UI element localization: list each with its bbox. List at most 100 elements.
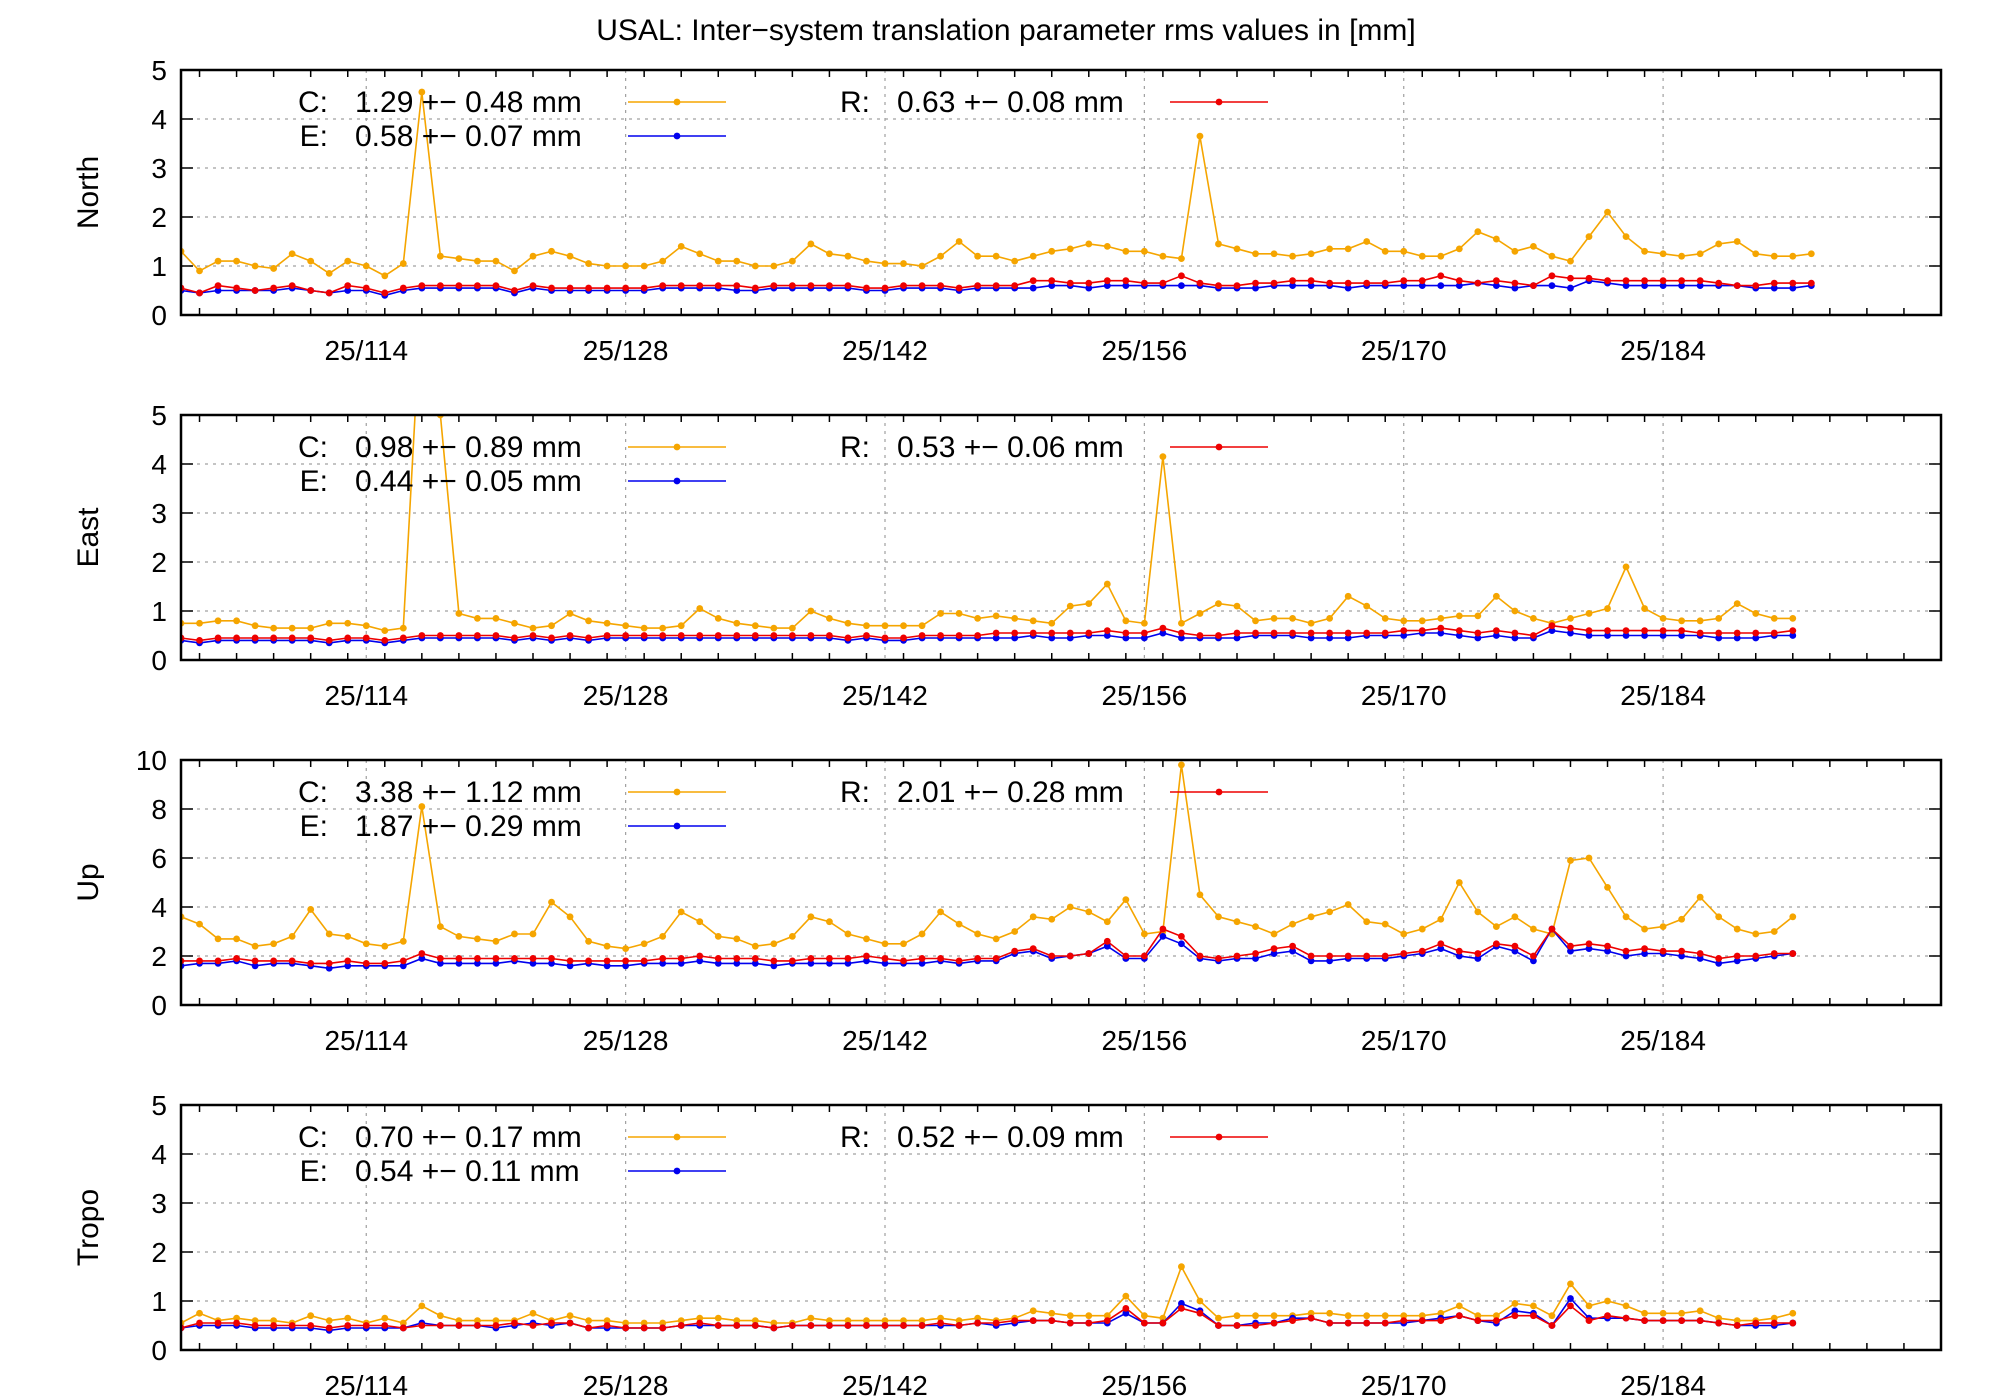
legend-value-E: 0.54 +− 0.11 mm (355, 1155, 580, 1188)
data-point-C (1474, 908, 1482, 916)
data-point-R (1437, 1317, 1445, 1324)
y-tick-label: 5 (151, 400, 167, 431)
data-point-C (1011, 928, 1019, 935)
data-point-C (1789, 1309, 1797, 1317)
data-point-R (1307, 1314, 1315, 1322)
data-point-R (1289, 277, 1296, 285)
y-tick-label: 1 (151, 1286, 167, 1317)
data-point-R (455, 955, 463, 962)
data-point-R (1715, 629, 1723, 637)
data-point-R (492, 282, 500, 289)
data-point-C (863, 622, 870, 630)
data-point-R (1344, 1319, 1352, 1327)
data-point-R (529, 1322, 537, 1329)
data-point-C (1455, 879, 1463, 886)
legend-marker-R (1215, 98, 1223, 106)
y-tick-label: 1 (151, 251, 167, 282)
legend-label-C: C: (298, 776, 328, 809)
data-point-C (1344, 245, 1352, 253)
data-point-C (344, 933, 352, 940)
data-point-C (436, 1312, 444, 1320)
data-point-R (1011, 282, 1019, 289)
data-point-C (1159, 453, 1167, 461)
data-point-E (1270, 950, 1278, 957)
data-point-C (955, 238, 963, 245)
data-point-C (1029, 1307, 1037, 1315)
data-point-C (1548, 1312, 1556, 1320)
data-point-C (659, 1319, 667, 1327)
data-point-R (714, 1322, 722, 1329)
data-point-R (196, 957, 203, 965)
data-point-R (381, 637, 389, 644)
data-point-E (1604, 947, 1611, 955)
data-point-R (1604, 277, 1611, 285)
data-point-R (622, 1324, 630, 1332)
data-point-R (1548, 622, 1556, 630)
data-point-C (1307, 250, 1315, 258)
data-point-E (251, 962, 259, 970)
data-point-R (1400, 627, 1408, 634)
data-point-R (955, 957, 963, 965)
data-point-R (381, 289, 389, 297)
data-point-R (1530, 952, 1537, 960)
data-point-R (307, 287, 315, 294)
data-point-R (1233, 952, 1241, 960)
data-point-C (1029, 617, 1037, 625)
data-point-R (585, 284, 592, 292)
data-point-R (863, 284, 870, 292)
y-tick-label: 6 (151, 843, 167, 874)
data-point-R (1122, 277, 1130, 285)
data-point-C (770, 1319, 778, 1327)
legend-value-C: 1.29 +− 0.48 mm (355, 86, 582, 119)
data-point-C (1233, 918, 1241, 926)
data-point-R (1770, 629, 1778, 637)
data-point-E (863, 957, 870, 965)
data-point-C (844, 930, 852, 938)
data-point-C (751, 1317, 759, 1324)
data-point-C (881, 1317, 889, 1324)
data-point-R (1455, 277, 1463, 285)
data-point-R (1715, 1319, 1723, 1327)
data-point-R (1770, 279, 1778, 287)
data-point-R (436, 282, 444, 289)
data-point-R (1752, 282, 1760, 289)
data-point-R (511, 955, 518, 962)
data-point-C (307, 1312, 315, 1320)
data-point-C (1511, 247, 1519, 255)
y-tick-label: 2 (151, 547, 167, 578)
data-point-C (751, 622, 759, 630)
data-point-C (863, 1317, 870, 1324)
x-tick-label: 25/170 (1361, 335, 1447, 366)
data-point-C (1678, 252, 1686, 260)
data-point-C (1659, 1309, 1667, 1317)
data-point-E (1752, 634, 1760, 642)
data-point-R (826, 1322, 833, 1329)
data-point-R (418, 282, 426, 289)
data-point-C (1233, 1312, 1241, 1320)
data-point-R (1770, 950, 1778, 957)
data-point-C (1789, 913, 1797, 921)
data-point-E (1159, 629, 1167, 637)
data-point-R (1604, 942, 1611, 950)
legend-marker-C (673, 98, 681, 106)
data-point-C (1085, 240, 1093, 248)
data-point-E (1511, 284, 1519, 292)
data-point-R (1641, 1317, 1648, 1324)
data-point-C (233, 617, 240, 625)
data-point-R (1252, 950, 1259, 957)
data-point-R (696, 952, 704, 960)
data-point-C (770, 262, 778, 270)
data-point-E (1678, 952, 1686, 960)
legend-marker-R (1215, 1133, 1223, 1141)
data-point-R (455, 1322, 463, 1329)
data-point-R (1474, 1317, 1482, 1324)
data-point-E (659, 959, 667, 967)
data-point-R (1066, 629, 1074, 637)
data-point-R (548, 1319, 555, 1327)
data-point-C (418, 88, 426, 96)
data-point-C (1733, 925, 1741, 933)
data-point-C (1381, 1312, 1389, 1320)
data-point-R (1770, 1319, 1778, 1327)
data-point-R (770, 957, 778, 965)
data-point-C (1048, 619, 1056, 627)
